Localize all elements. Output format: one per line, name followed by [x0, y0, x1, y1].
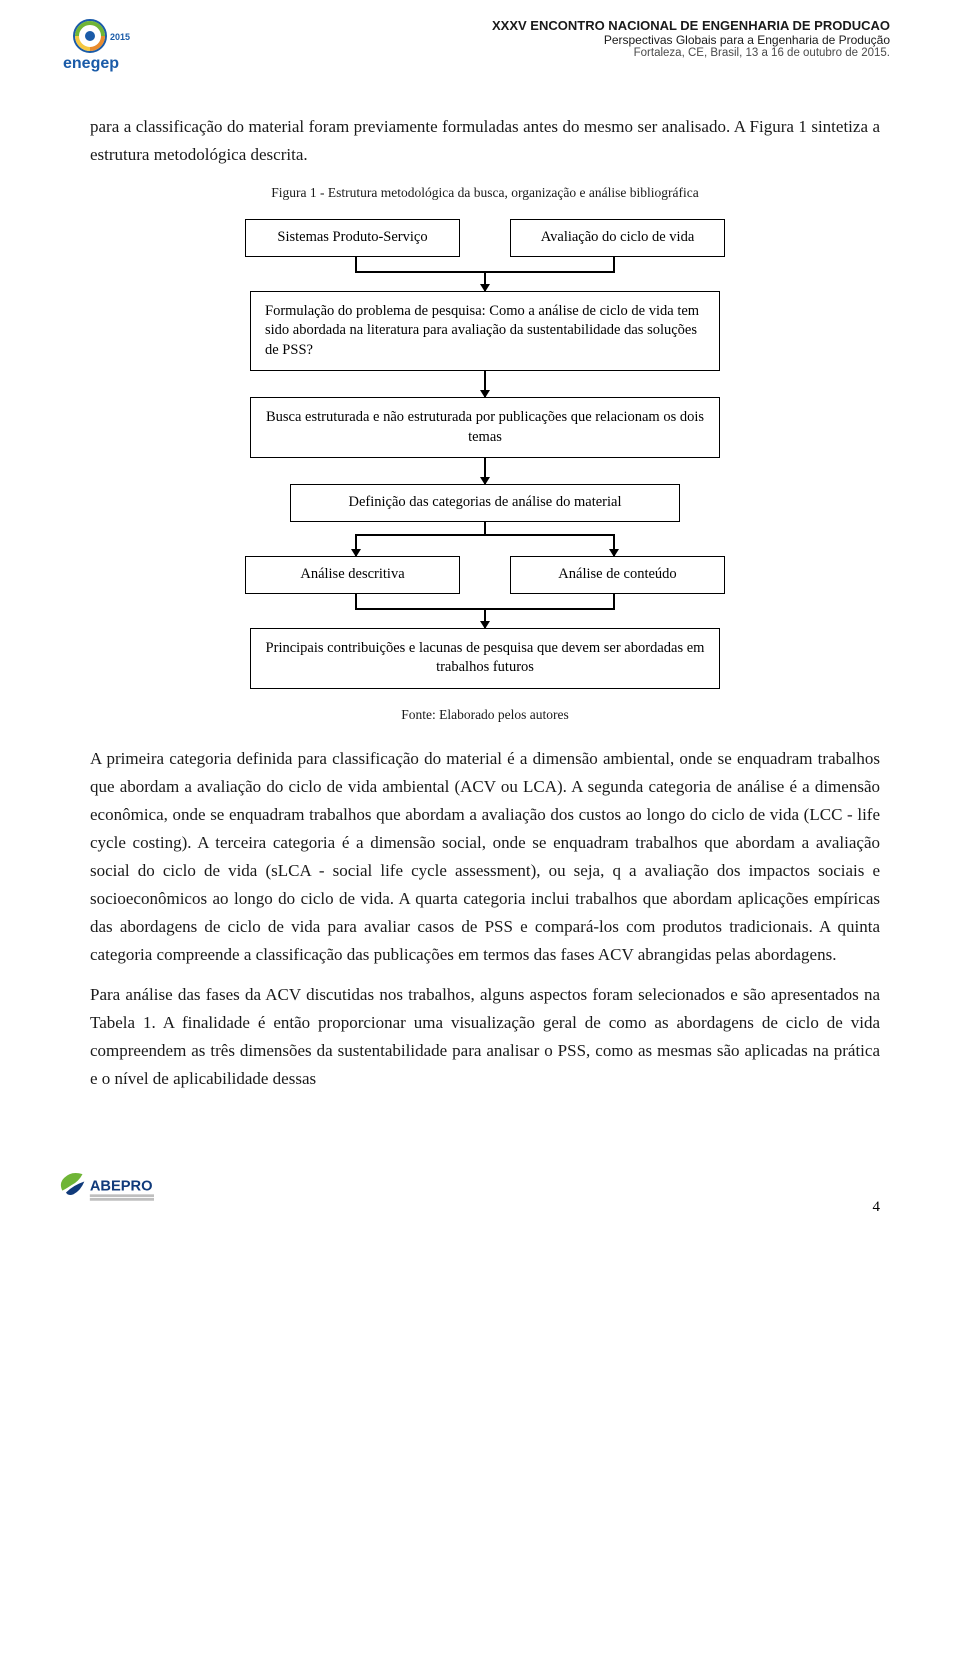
- abepro-logo: ABEPRO: [55, 1165, 165, 1216]
- flow-box-avaliacao: Avaliação do ciclo de vida: [510, 219, 725, 257]
- conference-location-date: Fortaleza, CE, Brasil, 13 a 16 de outubr…: [145, 47, 890, 59]
- enegep-logo-icon: 2015 enegep: [55, 18, 135, 78]
- paragraph-1: para a classificação do material foram p…: [90, 113, 880, 169]
- svg-text:ABEPRO: ABEPRO: [90, 1179, 153, 1195]
- flow-box-definicao: Definição das categorias de análise do m…: [290, 484, 680, 522]
- svg-text:2015: 2015: [110, 32, 130, 42]
- figure-caption: Figura 1 - Estrutura metodológica da bus…: [90, 185, 880, 201]
- page-header: 2015 enegep XXXV ENCONTRO NACIONAL DE EN…: [0, 0, 960, 93]
- conference-subtitle: Perspectivas Globais para a Engenharia d…: [145, 33, 890, 47]
- page-number: 4: [873, 1199, 881, 1216]
- header-text-block: XXXV ENCONTRO NACIONAL DE ENGENHARIA DE …: [145, 18, 890, 59]
- flow-arrow-3: [235, 458, 735, 484]
- enegep-logo: 2015 enegep: [55, 18, 145, 83]
- paragraph-2: A primeira categoria definida para class…: [90, 745, 880, 969]
- conference-title: XXXV ENCONTRO NACIONAL DE ENGENHARIA DE …: [145, 18, 890, 33]
- flow-box-analise-descritiva: Análise descritiva: [245, 556, 460, 594]
- flow-merge-1: [235, 257, 735, 291]
- flowchart-figure: Sistemas Produto-Serviço Avaliação do ci…: [235, 219, 735, 689]
- page-footer: ABEPRO 4: [0, 1135, 960, 1241]
- flow-box-formulacao: Formulação do problema de pesquisa: Como…: [250, 291, 720, 372]
- svg-text:enegep: enegep: [63, 55, 119, 72]
- flow-box-busca: Busca estruturada e não estruturada por …: [250, 397, 720, 458]
- flow-split-1: [235, 522, 735, 556]
- flow-arrow-2: [235, 371, 735, 397]
- flow-row-5: Análise descritiva Análise de conteúdo: [235, 556, 735, 594]
- flow-row-4: Definição das categorias de análise do m…: [235, 484, 735, 522]
- flow-box-contribuicoes: Principais contribuições e lacunas de pe…: [250, 628, 720, 689]
- flow-row-1: Sistemas Produto-Serviço Avaliação do ci…: [235, 219, 735, 257]
- flow-box-analise-conteudo: Análise de conteúdo: [510, 556, 725, 594]
- page-content: para a classificação do material foram p…: [0, 93, 960, 1135]
- flow-row-3: Busca estruturada e não estruturada por …: [235, 397, 735, 458]
- flow-row-2: Formulação do problema de pesquisa: Como…: [235, 291, 735, 372]
- figure-source: Fonte: Elaborado pelos autores: [90, 707, 880, 723]
- flow-row-6: Principais contribuições e lacunas de pe…: [235, 628, 735, 689]
- abepro-logo-icon: ABEPRO: [55, 1165, 165, 1211]
- paragraph-3: Para análise das fases da ACV discutidas…: [90, 981, 880, 1093]
- flow-merge-2: [235, 594, 735, 628]
- flow-box-sistemas: Sistemas Produto-Serviço: [245, 219, 460, 257]
